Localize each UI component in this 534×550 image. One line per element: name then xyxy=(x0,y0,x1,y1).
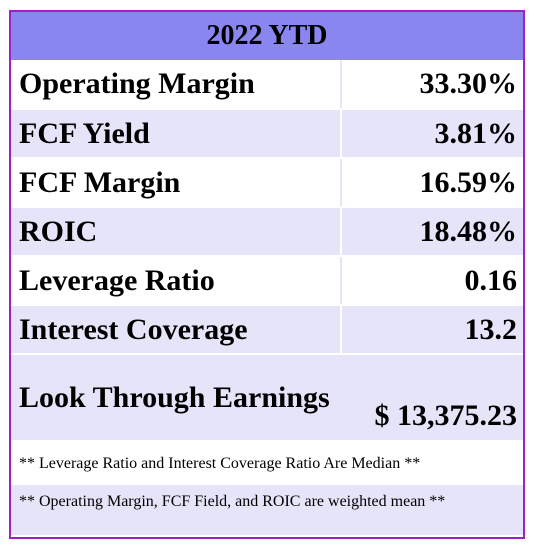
table-title: 2022 YTD xyxy=(11,12,523,60)
metric-label: Look Through Earnings xyxy=(11,354,342,442)
table-row: Leverage Ratio 0.16 xyxy=(11,256,523,306)
table-row: Look Through Earnings $ 13,375.23 xyxy=(11,354,523,442)
footnote-row: ** Leverage Ratio and Interest Coverage … xyxy=(11,441,523,485)
footnote-median: ** Leverage Ratio and Interest Coverage … xyxy=(11,441,523,485)
metrics-table-frame: 2022 YTD Operating Margin 33.30% FCF Yie… xyxy=(9,10,525,539)
metric-value: 0.16 xyxy=(341,256,523,306)
footnote-row: ** Operating Margin, FCF Field, and ROIC… xyxy=(11,485,523,535)
table-row: FCF Margin 16.59% xyxy=(11,158,523,208)
metric-label: FCF Yield xyxy=(11,109,342,159)
metric-label: Leverage Ratio xyxy=(11,256,342,306)
metric-label: FCF Margin xyxy=(11,158,342,208)
table-row: ROIC 18.48% xyxy=(11,207,523,257)
metric-label: ROIC xyxy=(11,207,342,257)
metric-value: 16.59% xyxy=(341,158,523,208)
table-header-row: 2022 YTD xyxy=(11,12,523,60)
metric-value: 33.30% xyxy=(341,60,523,110)
table-row: Interest Coverage 13.2 xyxy=(11,305,523,355)
metric-label: Operating Margin xyxy=(11,60,342,110)
metric-value: 13.2 xyxy=(341,305,523,355)
metrics-table: 2022 YTD Operating Margin 33.30% FCF Yie… xyxy=(11,12,523,535)
metric-label: Interest Coverage xyxy=(11,305,342,355)
table-row: FCF Yield 3.81% xyxy=(11,109,523,159)
metric-value: 3.81% xyxy=(341,109,523,159)
metric-value: $ 13,375.23 xyxy=(341,354,523,442)
footnote-weighted-mean: ** Operating Margin, FCF Field, and ROIC… xyxy=(11,485,523,535)
table-row: Operating Margin 33.30% xyxy=(11,60,523,110)
metric-value: 18.48% xyxy=(341,207,523,257)
